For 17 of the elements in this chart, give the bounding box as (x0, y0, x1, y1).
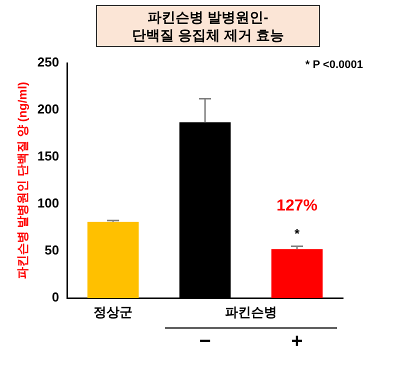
y-tick-label: 200 (37, 102, 60, 117)
y-tick-label: 150 (37, 148, 60, 164)
annotation: 127% (276, 198, 318, 215)
y-tick-label: 0 (52, 290, 60, 305)
x-tick-label: + (291, 330, 303, 353)
annotation: * (294, 226, 300, 241)
y-tick-label: 250 (37, 54, 60, 70)
y-tick-label: 100 (37, 196, 60, 211)
bar (271, 249, 323, 298)
x-tick-label: − (199, 330, 211, 353)
x-tick-label: 정상군 (94, 304, 133, 320)
bar (87, 222, 139, 298)
x-axis-title: 파킨슨병 (225, 304, 278, 320)
y-tick-label: 50 (44, 242, 60, 258)
y-axis-title: 파킨슨병 발병원인 단백질 양 (ng/ml) (16, 82, 30, 280)
annotation: * P <0.0001 (305, 59, 363, 72)
chart-title: 파킨슨병 발병원인- 단백질 응집체 제거 효능 (96, 5, 320, 47)
